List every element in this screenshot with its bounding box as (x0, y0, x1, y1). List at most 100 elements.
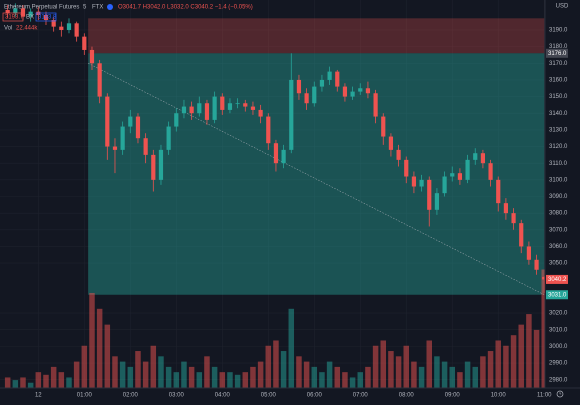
candle-body (105, 96, 110, 147)
clock-face[interactable] (556, 390, 564, 398)
candle-body (473, 153, 478, 160)
volume-layer (4, 269, 547, 388)
candle-body (43, 14, 49, 20)
candle-body (143, 138, 148, 155)
y-tick-label: 3190.0 (549, 28, 568, 34)
candle-body (66, 23, 72, 30)
volume-bar (480, 356, 486, 388)
candle-body (97, 63, 102, 97)
volume-bar (20, 377, 26, 388)
candle-body (51, 19, 56, 27)
clock-icon[interactable] (556, 390, 564, 398)
sell-button[interactable] (2, 12, 24, 22)
volume-bar (487, 351, 494, 388)
candle-body (296, 79, 302, 94)
candle-body (281, 149, 286, 164)
volume-bar (288, 308, 295, 388)
spread-label: BX (26, 15, 34, 21)
y-tick-label: 3150.0 (549, 94, 568, 100)
candle-body (258, 109, 263, 117)
volume-bar (12, 380, 19, 388)
entry-price-label: 3176.0 (548, 51, 567, 57)
candle-body (526, 246, 532, 260)
candle-body (358, 88, 363, 92)
buy-button[interactable] (35, 12, 57, 22)
y-tick-label: 2980.0 (549, 377, 568, 383)
volume-bar (242, 372, 249, 388)
candle-body (396, 149, 401, 160)
volume-bar (449, 366, 456, 388)
volume-bar (81, 345, 88, 388)
y-tick-label: 3080.0 (549, 211, 568, 217)
sell-price[interactable]: 3193.7 (5, 15, 24, 21)
y-tick-label: 3130.0 (549, 127, 568, 133)
candle-body (227, 103, 233, 110)
candle-body (197, 103, 202, 114)
volume-bar (43, 374, 49, 388)
x-tick-label: 02:00 (123, 393, 139, 399)
ohlc: O3041.7 H3042.0 L3032.0 C3040.2 −1.4 (−0… (118, 5, 253, 11)
volume-bar (150, 345, 157, 388)
candle-body (181, 106, 187, 114)
y-tick-label: 3140.0 (549, 111, 568, 117)
x-tick-label: 05:00 (261, 393, 277, 399)
candle-body (166, 126, 171, 150)
volume-bar (119, 361, 126, 388)
volume-bar (273, 340, 279, 388)
volume-bar (227, 372, 233, 388)
candle-body (158, 149, 164, 180)
candle-body (434, 193, 440, 210)
candle-body (411, 176, 417, 187)
volume-bar (158, 356, 164, 388)
buy-price[interactable]: 3193.8 (38, 15, 57, 21)
volume-bar (372, 345, 379, 388)
volume-bar (204, 356, 210, 388)
candle-body (427, 179, 432, 210)
candle-body (304, 93, 309, 104)
candle-body (89, 49, 95, 64)
candle-body (312, 86, 317, 104)
candle-body (243, 103, 248, 107)
x-tick-label: 11:00 (537, 393, 552, 399)
candle-body (534, 259, 539, 270)
exchange: FTX (92, 5, 103, 11)
volume-bar (296, 356, 302, 388)
volume-bar (395, 356, 402, 388)
candle-body (189, 106, 194, 114)
candle-body (273, 143, 279, 164)
candle-body (488, 163, 493, 180)
exchange-icon (107, 4, 113, 10)
volume-bar (411, 361, 417, 388)
volume-bar (380, 340, 387, 388)
candle-body (319, 79, 325, 87)
y-tick-label: 3120.0 (549, 144, 568, 150)
volume-bar (96, 308, 103, 388)
symbol: Ethereum Perpetual Futures (4, 5, 79, 11)
target-price-label: 3031.0 (548, 292, 567, 298)
x-tick-label: 08:00 (399, 393, 415, 399)
volume-bar (403, 345, 410, 388)
candle-body (442, 176, 447, 194)
price-axis-bg (545, 0, 580, 400)
volume-bar (73, 361, 80, 388)
candle-body (74, 23, 79, 37)
candle-body (511, 213, 516, 224)
candle-body (289, 79, 294, 150)
volume-bar (27, 382, 34, 388)
volume-bar (165, 366, 172, 388)
volume-bar (510, 335, 517, 388)
candle-body (235, 103, 240, 105)
candle-body (519, 223, 524, 247)
header: Ethereum Perpetual Futures 5 FTX O3041.7… (2, 4, 569, 32)
volume-bar (112, 356, 118, 388)
volume-bar (464, 361, 471, 388)
volume-bar (541, 269, 547, 388)
volume-value: 22.444k (16, 26, 38, 32)
volume-bar (357, 372, 364, 388)
candle-body (388, 136, 394, 150)
volume-bar (319, 372, 325, 388)
volume-bar (58, 372, 65, 388)
volume-bar (342, 372, 348, 388)
volume-bar (265, 345, 272, 388)
